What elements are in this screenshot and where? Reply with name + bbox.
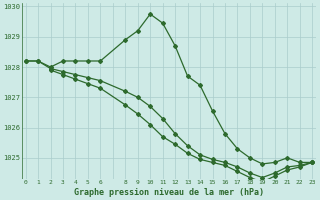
X-axis label: Graphe pression niveau de la mer (hPa): Graphe pression niveau de la mer (hPa) [74, 188, 264, 197]
